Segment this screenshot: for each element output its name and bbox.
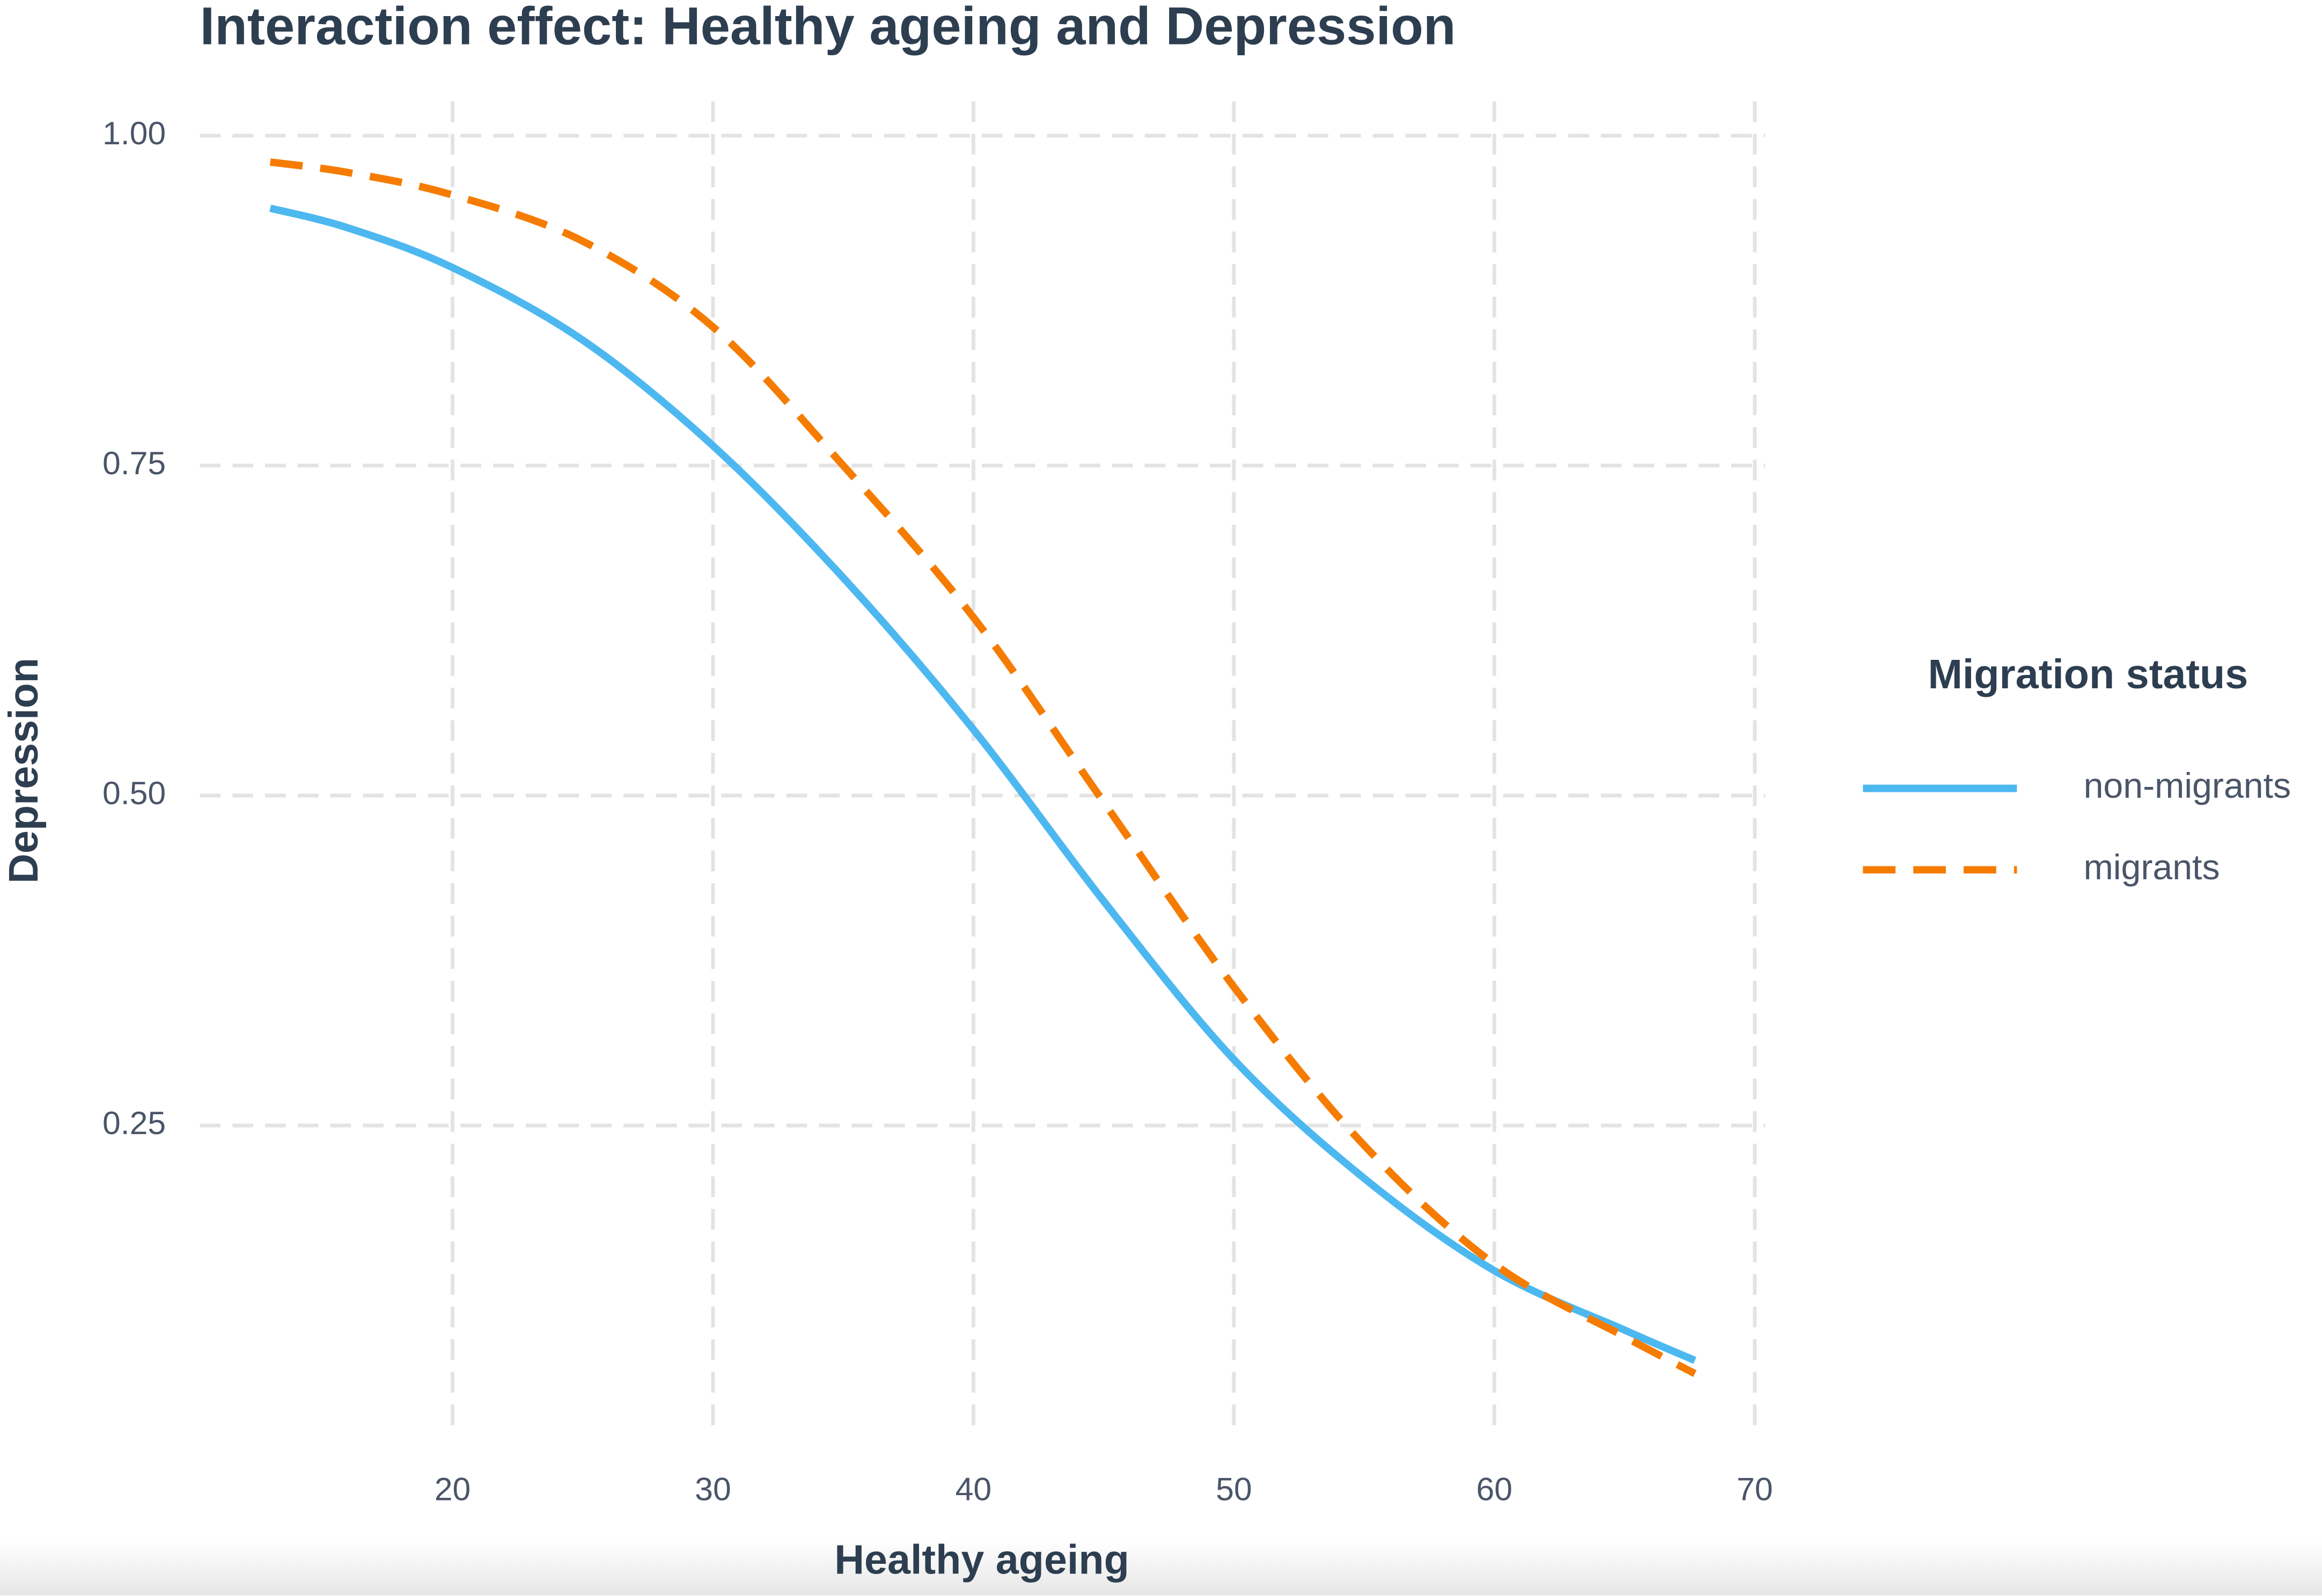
chart-title: Interaction effect: Healthy ageing and D… [200,0,1456,56]
y-tick-label: 0.75 [102,445,166,481]
legend-title: Migration status [1928,651,2248,697]
legend-label: migrants [2084,848,2220,887]
x-tick-label: 20 [435,1471,471,1507]
window-edge [0,1540,2322,1595]
y-tick-label: 0.25 [102,1105,166,1141]
grid [200,101,1766,1437]
x-tick-label: 50 [1216,1471,1252,1507]
x-axis-label: Healthy ageing [834,1537,1129,1583]
x-tick-label: 70 [1737,1471,1773,1507]
plot-lines [269,158,1697,1377]
x-tick-label: 40 [956,1471,992,1507]
line-series [269,204,1696,1364]
line-series [269,158,1697,1377]
y-axis-label: Depression [1,658,47,884]
legend: non-migrants migrants [1863,766,2291,887]
legend-label: non-migrants [2084,766,2291,806]
y-tick-label: 0.50 [102,775,166,811]
x-tick-label: 60 [1476,1471,1513,1507]
x-tick-label: 30 [695,1471,731,1507]
y-tick-label: 1.00 [102,115,166,151]
